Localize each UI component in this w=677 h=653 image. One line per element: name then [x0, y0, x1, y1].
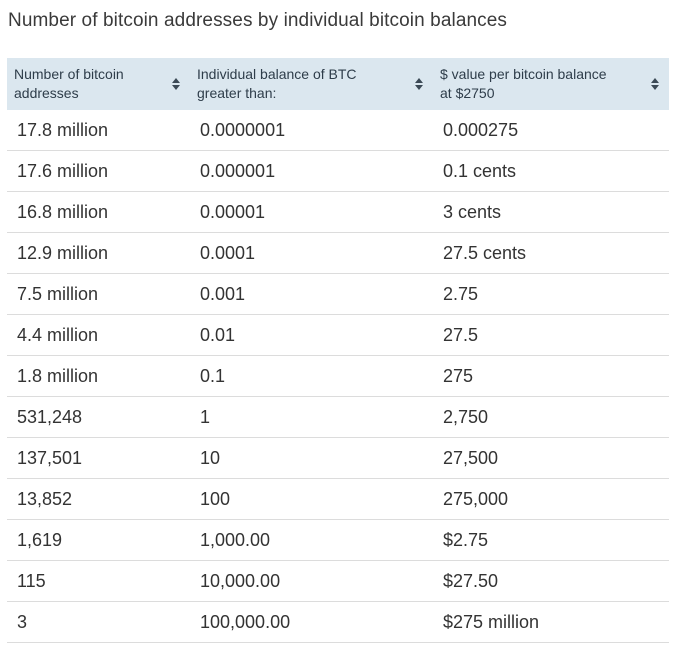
sort-arrows-icon[interactable] [413, 78, 425, 90]
table-row: 16.8 million 0.00001 3 cents [7, 191, 669, 233]
cell-balance: 0.0001 [190, 232, 433, 274]
cell-addresses: 531,248 [7, 396, 190, 438]
table-row: 3 100,000.00 $275 million [7, 601, 669, 643]
table-header: Number of bitcoin addresses Individual b… [7, 58, 669, 110]
sort-arrows-icon[interactable] [170, 78, 182, 90]
column-header-label: Individual balance of BTC greater than: [197, 65, 357, 103]
cell-balance: 0.0000001 [190, 110, 433, 151]
cell-balance: 0.000001 [190, 150, 433, 192]
cell-addresses: 17.6 million [7, 150, 190, 192]
cell-addresses: 17.8 million [7, 110, 190, 151]
cell-balance: 100,000.00 [190, 601, 433, 643]
cell-dollar-value: $2.75 [433, 519, 669, 561]
table-row: 7.5 million 0.001 2.75 [7, 273, 669, 315]
cell-addresses: 7.5 million [7, 273, 190, 315]
table-row: 137,501 10 27,500 [7, 437, 669, 479]
table-row: 12.9 million 0.0001 27.5 cents [7, 232, 669, 274]
table-header-row: Number of bitcoin addresses Individual b… [7, 58, 669, 110]
table-body: 17.8 million 0.0000001 0.000275 17.6 mil… [7, 110, 669, 643]
cell-balance: 1,000.00 [190, 519, 433, 561]
cell-addresses: 16.8 million [7, 191, 190, 233]
page-title: Number of bitcoin addresses by individua… [8, 10, 508, 31]
table-row: 1,619 1,000.00 $2.75 [7, 519, 669, 561]
column-header-line: greater than: [197, 85, 277, 101]
cell-balance: 0.01 [190, 314, 433, 356]
cell-addresses: 13,852 [7, 478, 190, 520]
cell-addresses: 1.8 million [7, 355, 190, 397]
cell-dollar-value: 27.5 cents [433, 232, 669, 274]
cell-dollar-value: 0.000275 [433, 110, 669, 151]
table-row: 13,852 100 275,000 [7, 478, 669, 520]
cell-balance: 1 [190, 396, 433, 438]
bitcoin-balances-table: Number of bitcoin addresses Individual b… [7, 58, 669, 643]
cell-addresses: 4.4 million [7, 314, 190, 356]
column-header-line: Number of bitcoin [14, 66, 124, 82]
cell-balance: 0.00001 [190, 191, 433, 233]
table-row: 531,248 1 2,750 [7, 396, 669, 438]
cell-balance: 10 [190, 437, 433, 479]
table-row: 4.4 million 0.01 27.5 [7, 314, 669, 356]
cell-dollar-value: 0.1 cents [433, 150, 669, 192]
column-header-line: Individual balance of BTC [197, 66, 357, 82]
cell-dollar-value: 27.5 [433, 314, 669, 356]
table-row: 115 10,000.00 $27.50 [7, 560, 669, 602]
column-header-dollar-value[interactable]: $ value per bitcoin balance at $2750 [433, 58, 669, 110]
cell-dollar-value: 2.75 [433, 273, 669, 315]
table-row: 17.6 million 0.000001 0.1 cents [7, 150, 669, 192]
table-row: 17.8 million 0.0000001 0.000275 [7, 110, 669, 151]
column-header-line: addresses [14, 85, 79, 101]
sort-arrows-icon[interactable] [649, 78, 661, 90]
cell-addresses: 1,619 [7, 519, 190, 561]
cell-dollar-value: 2,750 [433, 396, 669, 438]
cell-addresses: 3 [7, 601, 190, 643]
cell-balance: 0.1 [190, 355, 433, 397]
column-header-line: at $2750 [440, 85, 495, 101]
column-header-addresses[interactable]: Number of bitcoin addresses [7, 58, 190, 110]
cell-balance: 100 [190, 478, 433, 520]
table-row: 1.8 million 0.1 275 [7, 355, 669, 397]
cell-dollar-value: 3 cents [433, 191, 669, 233]
cell-addresses: 115 [7, 560, 190, 602]
cell-dollar-value: $27.50 [433, 560, 669, 602]
cell-balance: 10,000.00 [190, 560, 433, 602]
column-header-balance[interactable]: Individual balance of BTC greater than: [190, 58, 433, 110]
column-header-label: $ value per bitcoin balance at $2750 [440, 65, 607, 103]
cell-dollar-value: 275,000 [433, 478, 669, 520]
cell-balance: 0.001 [190, 273, 433, 315]
cell-dollar-value: 27,500 [433, 437, 669, 479]
column-header-label: Number of bitcoin addresses [14, 65, 124, 103]
cell-addresses: 12.9 million [7, 232, 190, 274]
column-header-line: $ value per bitcoin balance [440, 66, 607, 82]
cell-dollar-value: $275 million [433, 601, 669, 643]
cell-dollar-value: 275 [433, 355, 669, 397]
cell-addresses: 137,501 [7, 437, 190, 479]
